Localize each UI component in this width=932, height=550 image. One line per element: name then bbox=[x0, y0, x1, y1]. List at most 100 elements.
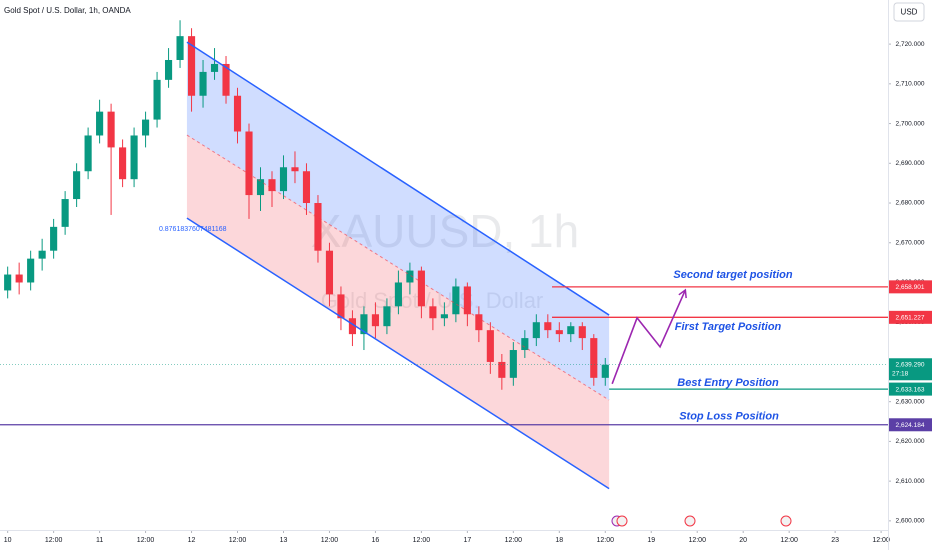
y-tick-label: 2,600.000 bbox=[896, 518, 925, 525]
y-tick-label: 2,620.000 bbox=[896, 438, 925, 445]
x-tick-label: 12:00 bbox=[505, 537, 523, 544]
candle-body bbox=[578, 326, 586, 339]
candle-body bbox=[498, 361, 506, 378]
channel-upper-line bbox=[186, 41, 610, 316]
x-tick-label: 16 bbox=[372, 537, 380, 544]
candle-body bbox=[4, 274, 12, 291]
y-tick-label: 2,630.000 bbox=[896, 398, 925, 405]
event-icon[interactable] bbox=[780, 515, 792, 527]
candle-body bbox=[199, 71, 207, 96]
candle-body bbox=[153, 79, 161, 120]
price-badge-label: 2,651.227 bbox=[896, 315, 925, 322]
price-badge bbox=[889, 382, 932, 396]
x-tick-label: 12 bbox=[188, 537, 196, 544]
price-badge-label: 2,658.901 bbox=[896, 284, 925, 291]
x-tick-label: 20 bbox=[739, 537, 747, 544]
candle-body bbox=[187, 36, 196, 96]
y-tick-label: 2,610.000 bbox=[896, 478, 925, 485]
price-badge bbox=[889, 310, 932, 324]
channel-upper-fill bbox=[186, 42, 610, 401]
channel-label: 0.8761837607481168 bbox=[159, 226, 227, 233]
candle-body bbox=[268, 179, 276, 192]
mid-layer bbox=[0, 20, 888, 390]
candle-body bbox=[360, 314, 368, 335]
candle-body bbox=[119, 147, 127, 180]
price-badge-label: 2,624.184 bbox=[896, 422, 925, 429]
candle-body bbox=[210, 63, 219, 72]
candle-body bbox=[222, 63, 230, 96]
candle-body bbox=[532, 322, 540, 339]
x-tick-label: 17 bbox=[463, 537, 471, 544]
x-tick-label: 12:00 bbox=[229, 537, 247, 544]
candle-body bbox=[417, 270, 425, 307]
candle-body bbox=[245, 131, 253, 196]
candle-body bbox=[61, 199, 69, 227]
x-tick-label: 13 bbox=[280, 537, 288, 544]
currency-button[interactable] bbox=[893, 2, 925, 22]
y-tick-label: 2,710.000 bbox=[896, 81, 925, 88]
x-tick-label: 10 bbox=[4, 537, 12, 544]
x-tick-label: 12:00 bbox=[688, 537, 706, 544]
candle-body bbox=[84, 135, 92, 172]
last-price-badge bbox=[889, 358, 932, 381]
candle-body bbox=[164, 59, 173, 80]
price-badge bbox=[889, 280, 932, 294]
projection-path bbox=[611, 288, 687, 385]
candle-body bbox=[521, 338, 529, 351]
chart-title: Gold Spot / U.S. Dollar, 1h, OANDA bbox=[4, 6, 131, 15]
price-badge bbox=[889, 418, 932, 432]
level-annotation: First Target Position bbox=[675, 321, 782, 333]
channel-middle-line bbox=[186, 134, 610, 401]
x-tick-label: 11 bbox=[96, 537, 103, 544]
candle-body bbox=[371, 314, 379, 327]
candle-body bbox=[176, 36, 184, 60]
price-badge-label: 2,633.163 bbox=[896, 386, 925, 393]
level-annotation: Second target position bbox=[673, 269, 792, 281]
event-icon[interactable] bbox=[684, 515, 696, 527]
candle-body bbox=[406, 270, 414, 283]
candle-body bbox=[50, 226, 58, 251]
x-tick-label: 12:00 bbox=[137, 537, 155, 544]
x-tick-label: 19 bbox=[647, 537, 655, 544]
candle-body bbox=[96, 111, 104, 136]
countdown-label: 27:18 bbox=[892, 370, 909, 377]
channel-lower-line bbox=[186, 217, 610, 490]
candle-body bbox=[73, 171, 81, 200]
candle-body bbox=[325, 250, 334, 295]
candle-body bbox=[279, 167, 288, 192]
candle-body bbox=[38, 250, 46, 259]
x-tick-label: 12:00 bbox=[872, 537, 890, 544]
x-tick-label: 12:00 bbox=[780, 537, 798, 544]
candle-body bbox=[383, 306, 391, 327]
level-annotation: Stop Loss Position bbox=[679, 411, 779, 423]
candle-body bbox=[337, 294, 345, 319]
candle-body bbox=[15, 274, 23, 283]
candle-body bbox=[348, 318, 357, 335]
event-icon[interactable] bbox=[616, 515, 628, 527]
candle-body bbox=[302, 171, 311, 204]
level-annotation: Best Entry Position bbox=[677, 377, 779, 389]
x-tick-label: 18 bbox=[555, 537, 563, 544]
candle-body bbox=[509, 350, 517, 378]
candle-body bbox=[394, 282, 402, 307]
candle-body bbox=[544, 322, 552, 331]
candle-body bbox=[463, 286, 471, 315]
currency-label[interactable]: USD bbox=[901, 8, 918, 17]
x-tick-label: 12:00 bbox=[321, 537, 339, 544]
y-tick-label: 2,720.000 bbox=[896, 41, 925, 48]
candle-body bbox=[314, 203, 322, 251]
y-tick-label: 2,700.000 bbox=[896, 120, 925, 127]
candle-body bbox=[555, 330, 563, 335]
candle-body bbox=[567, 326, 575, 335]
candle-body bbox=[475, 314, 483, 331]
candle-body bbox=[142, 119, 150, 136]
event-icons bbox=[611, 515, 792, 527]
candle-body bbox=[429, 306, 437, 319]
x-tick-label: 12:00 bbox=[45, 537, 63, 544]
front-layer: 2,600.0002,610.0002,620.0002,630.0002,64… bbox=[0, 41, 932, 544]
x-tick-label: 12:00 bbox=[413, 537, 431, 544]
last-price-label: 2,639.290 bbox=[896, 361, 925, 368]
candle-body bbox=[601, 364, 609, 378]
